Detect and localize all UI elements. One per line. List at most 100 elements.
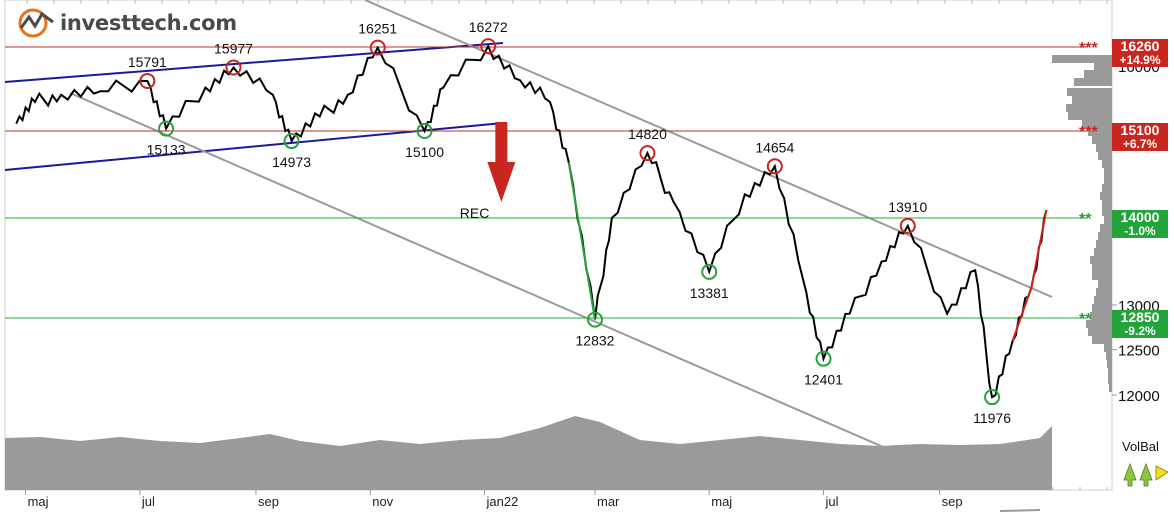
volume-profile-bar — [1098, 280, 1112, 288]
extreme-point-label: 15791 — [128, 54, 167, 70]
x-tick-label: mar — [597, 494, 620, 509]
upper-trend-line — [4, 42, 504, 83]
extreme-point-label: 13910 — [888, 199, 927, 215]
extreme-point-marker — [586, 311, 603, 328]
falling-channel-lower-tail — [999, 509, 1041, 512]
extreme-point-label: 12832 — [576, 333, 615, 349]
extreme-point-label: 15100 — [405, 144, 444, 160]
falling-channel-lower — [69, 92, 891, 451]
volume-profile-bar — [1092, 272, 1112, 280]
volume-profile-bar — [1104, 216, 1112, 224]
volume-profile-bar — [1094, 62, 1112, 70]
extreme-point-label: 15133 — [147, 142, 186, 158]
volume-profile-bar — [1052, 55, 1112, 63]
volume-profile-bar — [1096, 288, 1112, 296]
volume-profile-bar — [1092, 304, 1112, 312]
volbal-right-arrow — [1155, 465, 1169, 481]
volume-profile-bar — [1108, 368, 1112, 376]
level-value-label: 12850 — [1121, 309, 1160, 325]
volume-profile-bar — [1067, 88, 1112, 96]
level-star-marker: ** — [1079, 211, 1092, 228]
extreme-point-label: 14654 — [755, 139, 794, 155]
level-pct-box — [1112, 325, 1168, 338]
price-line — [15, 43, 1048, 399]
extreme-point-marker — [283, 133, 300, 150]
level-value-box — [1112, 210, 1168, 225]
x-tick-label: jul — [824, 494, 838, 509]
level-value-box — [1112, 39, 1168, 54]
level-pct-box — [1112, 138, 1168, 151]
volume-profile-bar — [1068, 112, 1112, 120]
level-value-box — [1112, 123, 1168, 138]
y-tick-label: 17000 — [1118, 0, 1160, 3]
volume-profile-bar — [1092, 336, 1112, 344]
sell-signal-arrow — [487, 122, 516, 202]
volume-profile-bar — [1092, 264, 1112, 272]
x-tick-label: maj — [711, 494, 732, 509]
extreme-point-marker — [639, 145, 656, 162]
volume-profile-bar — [1092, 136, 1112, 144]
extreme-point-label: 13381 — [690, 285, 729, 301]
level-star-marker: *** — [1079, 124, 1098, 141]
extreme-point-label: 14973 — [272, 154, 311, 170]
extreme-point-label: 14820 — [628, 126, 667, 142]
volume-profile-bar — [1102, 200, 1112, 208]
extreme-point-marker — [416, 123, 433, 139]
level-value-label: 14000 — [1121, 209, 1160, 225]
volume-profile-bar — [1100, 192, 1112, 200]
volume-profile-bar — [1108, 376, 1112, 384]
level-pct-box — [1112, 54, 1168, 67]
level-pct-label: +14.9% — [1119, 53, 1160, 67]
x-tick-label: sep — [258, 494, 279, 509]
level-value-label: 15100 — [1121, 122, 1160, 138]
level-pct-box — [1112, 225, 1168, 238]
volume-profile-bar — [1094, 248, 1112, 256]
extreme-point-label: 12401 — [804, 372, 843, 388]
extreme-point-marker — [480, 38, 497, 55]
volume-profile-bar — [1096, 144, 1112, 152]
volume-profile-bar — [1104, 176, 1112, 184]
volume-profile-bar — [1098, 232, 1112, 240]
extreme-point-marker — [899, 217, 916, 234]
volume-profile-bar — [1074, 78, 1112, 86]
level-star-marker: ** — [1079, 311, 1092, 328]
extreme-point-marker — [139, 72, 156, 89]
volume-profile-bar — [1102, 208, 1112, 216]
y-tick-label: 12500 — [1118, 343, 1160, 360]
volbal-up-arrow-2 — [1139, 462, 1153, 487]
level-pct-label: -9.2% — [1124, 324, 1156, 338]
extreme-point-marker — [701, 263, 718, 280]
volume-profile-bar — [1082, 120, 1112, 128]
extreme-point-label: 11976 — [973, 410, 1011, 426]
volume-profile-bar — [1102, 160, 1112, 168]
volume-profile-bar — [1100, 224, 1112, 232]
brand-logo: investtech.com — [18, 6, 237, 40]
level-pct-label: +6.7% — [1123, 137, 1158, 151]
volume-profile-bar — [1104, 344, 1112, 352]
extreme-point-label: 16251 — [358, 21, 397, 37]
breakout-segment — [1011, 209, 1048, 341]
volume-profile-bar — [1088, 128, 1112, 136]
extreme-point-label: 16272 — [469, 19, 508, 35]
extreme-point-marker — [766, 158, 783, 175]
volume-profile-bar — [1084, 70, 1112, 78]
investtech-logo-icon — [18, 8, 54, 38]
volbal-label: VolBal — [1122, 439, 1159, 454]
volume-profile-bar — [1072, 96, 1112, 104]
x-tick-label: jan22 — [485, 494, 518, 509]
extreme-point-marker — [369, 39, 386, 56]
level-star-marker: *** — [1079, 40, 1098, 57]
extreme-point-marker — [815, 350, 832, 367]
extreme-point-label: 15977 — [214, 40, 253, 56]
extreme-point-marker — [158, 120, 175, 137]
volume-area — [5, 416, 1052, 490]
level-pct-label: -1.0% — [1124, 224, 1156, 238]
volume-profile-bar — [1066, 104, 1112, 112]
volume-profile-bar — [1102, 184, 1112, 192]
volume-profile-bar — [1109, 384, 1112, 392]
volume-profile-bar — [1090, 312, 1112, 320]
x-tick-label: nov — [372, 494, 393, 509]
volume-profile-bar — [1104, 168, 1112, 176]
volume-profile-bar — [1098, 152, 1112, 160]
